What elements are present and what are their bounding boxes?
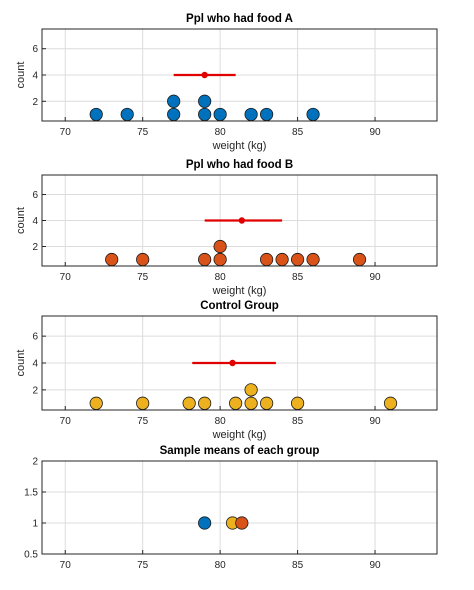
data-point	[229, 396, 243, 410]
x-tick-label: 75	[137, 272, 149, 283]
x-tick-label: 70	[60, 272, 72, 283]
x-tick-label: 70	[60, 416, 72, 427]
y-tick-label: 1	[32, 519, 38, 530]
y-tick-label: 4	[32, 216, 38, 227]
y-tick-label: 4	[32, 359, 38, 370]
x-tick-label: 70	[60, 127, 72, 138]
x-axis-label: weight (kg)	[212, 140, 267, 152]
data-point	[383, 396, 398, 410]
x-axis-label: weight (kg)	[212, 285, 267, 297]
data-point	[290, 396, 305, 410]
y-axis-label: count	[15, 62, 27, 89]
data-point	[260, 252, 274, 267]
panel-sample-means: 70 75 80 85 90 0.5 1 1.5 2 Sample means of each g…	[24, 445, 438, 571]
panel-control-group: 70 75 80 85 90 2 4 6 Control Group weight (kg) cou…	[15, 300, 438, 441]
data-point	[136, 396, 150, 410]
data-point	[120, 107, 134, 122]
data-point	[306, 107, 320, 122]
data-point	[260, 107, 274, 122]
x-tick-label: 90	[369, 127, 381, 138]
panel-food-b: 70 75 80 85 90 2 4 6 Ppl who had food B weight (k…	[15, 159, 438, 297]
y-tick-label: 2	[32, 97, 38, 108]
data-point	[213, 107, 227, 122]
chart-title: Control Group	[200, 300, 279, 312]
y-axis-label: count	[15, 350, 27, 377]
x-tick-label: 80	[215, 127, 227, 138]
data-point	[290, 252, 305, 267]
chart-title: Ppl who had food B	[186, 159, 293, 171]
data-point	[198, 107, 212, 122]
y-tick-label: 1.5	[24, 488, 38, 499]
data-point	[89, 107, 103, 122]
y-tick-label: 4	[32, 71, 38, 82]
x-tick-label: 90	[369, 560, 381, 571]
x-tick-label: 85	[292, 560, 304, 571]
x-tick-label: 90	[369, 272, 381, 283]
chart-title: Sample means of each group	[160, 445, 320, 457]
x-tick-label: 85	[292, 272, 304, 283]
y-axis-label: count	[15, 207, 27, 234]
x-tick-label: 80	[215, 272, 227, 283]
data-point	[198, 516, 212, 530]
data-point	[213, 252, 227, 267]
data-point	[198, 396, 212, 410]
data-point	[167, 107, 181, 122]
x-tick-label: 75	[137, 127, 149, 138]
x-tick-label: 90	[369, 416, 381, 427]
data-point	[275, 252, 289, 267]
data-point	[167, 94, 181, 108]
x-tick-label: 75	[137, 560, 149, 571]
x-tick-label: 80	[215, 560, 227, 571]
mean-point	[201, 71, 208, 79]
panel-food-a: 70 75 80 85 90 2 4 6 Ppl who had food A weight (k…	[15, 13, 438, 152]
data-point	[244, 107, 258, 122]
y-tick-label: 0.5	[24, 550, 38, 561]
x-axis-label: weight (kg)	[212, 429, 267, 441]
plot-area	[42, 461, 437, 554]
data-point	[136, 252, 150, 267]
x-tick-label: 85	[292, 416, 304, 427]
axes-box	[41, 460, 438, 555]
data-point	[105, 252, 119, 267]
y-tick-label: 2	[32, 385, 38, 396]
chart-title: Ppl who had food A	[186, 13, 293, 25]
y-tick-label: 6	[32, 44, 38, 55]
x-tick-label: 75	[137, 416, 149, 427]
data-point	[89, 396, 103, 410]
data-point	[352, 252, 367, 267]
mean-point	[238, 217, 246, 224]
data-point	[198, 94, 212, 108]
data-point	[182, 396, 196, 410]
data-point	[213, 239, 227, 254]
y-tick-label: 6	[32, 190, 38, 201]
y-tick-label: 6	[32, 332, 38, 343]
data-point	[244, 396, 258, 410]
data-point	[260, 396, 274, 410]
mean-point	[229, 359, 236, 367]
x-tick-label: 70	[60, 560, 72, 571]
x-tick-label: 80	[215, 416, 227, 427]
y-tick-label: 2	[32, 457, 38, 468]
data-point	[235, 516, 249, 530]
data-point	[244, 383, 258, 397]
x-tick-label: 85	[292, 127, 304, 138]
y-tick-label: 2	[32, 242, 38, 253]
data-point	[198, 252, 212, 267]
data-point	[306, 252, 320, 267]
